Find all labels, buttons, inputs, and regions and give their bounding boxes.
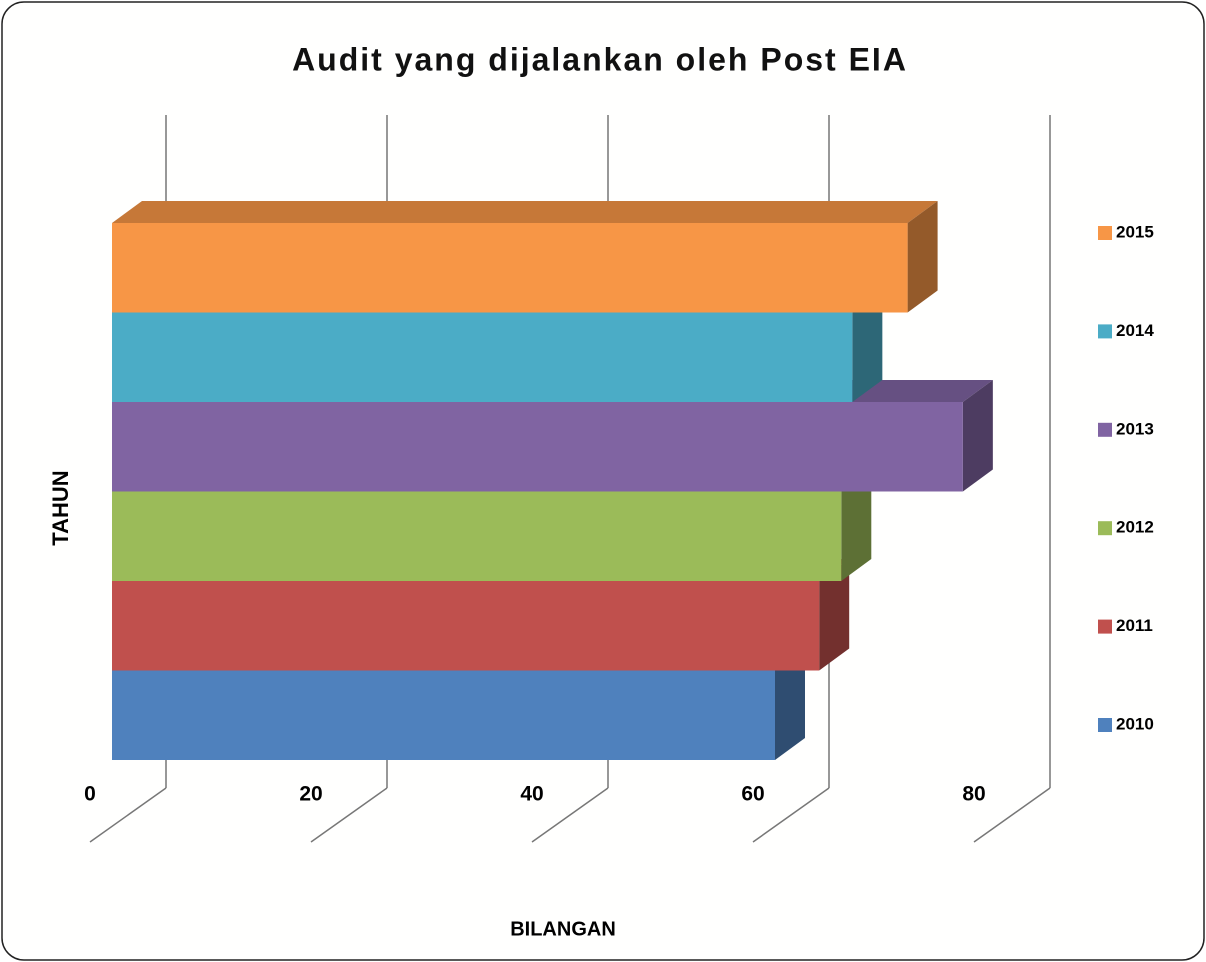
x-tick-label: 0: [84, 783, 96, 806]
bar: [112, 670, 775, 760]
legend-label: 2010: [1116, 714, 1154, 733]
bar-side: [852, 290, 883, 402]
grid-line-floor: [973, 787, 1051, 843]
x-axis-label: BILANGAN: [510, 918, 616, 940]
legend-swatch: [1098, 324, 1112, 339]
bar-side: [775, 648, 805, 760]
legend-swatch: [1098, 521, 1112, 536]
legend-swatch: [1098, 226, 1112, 240]
x-tick-label: 60: [741, 783, 764, 806]
x-tick-label: 20: [299, 783, 322, 806]
legend-label: 2011: [1116, 616, 1153, 635]
legend-label: 2015: [1116, 222, 1154, 241]
legend-swatch: [1098, 422, 1112, 437]
legend-label: 2014: [1116, 321, 1154, 340]
grid-line-floor: [531, 787, 609, 843]
bar: [112, 223, 908, 313]
grid-line-floor: [89, 787, 167, 843]
legend-label: 2012: [1116, 518, 1154, 537]
bar-side: [819, 559, 850, 671]
legend-swatch: [1098, 619, 1112, 634]
bar: [112, 312, 853, 402]
x-tick-label: 80: [962, 783, 985, 806]
bar: [112, 491, 842, 581]
legend-swatch: [1098, 718, 1112, 732]
grid-line-floor: [752, 787, 830, 843]
legend-label: 2013: [1116, 419, 1154, 438]
bar-top: [112, 201, 938, 223]
chart-title: Audit yang dijalankan oleh Post EIA: [292, 41, 908, 77]
bar: [112, 402, 963, 492]
bar-side: [907, 201, 938, 313]
grid-line-floor: [310, 787, 388, 843]
y-axis-label: TAHUN: [48, 470, 73, 545]
bar-side: [841, 469, 872, 581]
x-tick-label: 40: [520, 783, 543, 806]
bar-side: [962, 380, 993, 492]
bar: [112, 581, 820, 671]
